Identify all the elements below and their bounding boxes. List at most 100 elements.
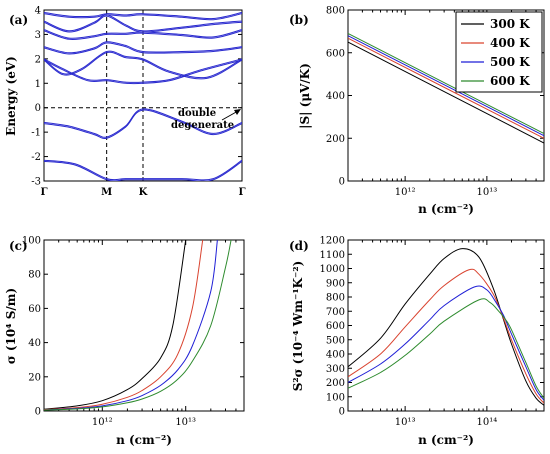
panel-c-xtick-label: 10¹²: [92, 417, 113, 428]
panel-b-xtick-label: 10¹³: [476, 187, 497, 198]
panel-b-ytick-label: 400: [326, 91, 345, 102]
panel-d-ytick-label: 600: [326, 321, 345, 332]
panel-d-ytick-label: 700: [326, 307, 345, 318]
panel-a-band-7-split: [44, 15, 242, 33]
panel-a-annotation-line2: degenerate: [171, 120, 234, 131]
panel-b-legend-label-3: 500 K: [490, 55, 530, 69]
panel-d-ytick-label: 800: [326, 293, 345, 304]
panel-a-ytick-label: 4: [35, 6, 41, 17]
panel-c-plot-area: [43, 239, 245, 412]
panel-a-label: (a): [9, 13, 28, 27]
panel-b-ytick-label: 600: [326, 48, 345, 59]
panel-b-xtick-label: 10¹²: [395, 187, 416, 198]
panel-c-series-1-line: [44, 240, 187, 410]
panel-a-band-6: [44, 29, 242, 39]
panel-b-series-1-line: [348, 41, 544, 144]
panel-b-legend-box: [455, 11, 543, 93]
panel-a-band-5-split: [44, 42, 242, 55]
panel-a-kpoint-label: K: [139, 187, 148, 198]
panel-a-band-structure: -3 -2 -1 0 1 2 3 4 Γ M K Γ (a) Energy (eV) double d…: [4, 6, 246, 199]
panel-b-ytick-label: 200: [326, 134, 345, 145]
panel-d-ytick-label: 100: [326, 392, 345, 403]
panel-d-label: (d): [289, 239, 309, 253]
panel-a-band-2: [44, 108, 242, 138]
panel-c-series-4-line: [44, 240, 232, 411]
panel-d-xtick-label: 10¹³: [395, 417, 416, 428]
panel-c-ytick-label: 60: [28, 304, 41, 315]
panel-d-series-3-line: [348, 285, 544, 401]
panel-a-band-7: [44, 14, 242, 32]
panel-b-seebeck: 0 200 400 600 800 10¹² 10¹³ (b) |S| (μV/K) n (…: [289, 6, 545, 216]
panel-b-legend-label-1: 300 K: [490, 17, 530, 31]
panel-c-ytick-label: 80: [28, 270, 41, 281]
panel-c-ytick-label: 100: [22, 236, 41, 247]
panel-c-ytick-label: 0: [35, 407, 41, 418]
panel-c-conductivity: 0 20 40 60 80 100 10¹² 10¹³ (c) σ (10⁴ S/m) n (…: [4, 236, 245, 447]
panel-d-ytick-label: 200: [326, 378, 345, 389]
panel-a-kpoint-label: M: [101, 187, 112, 198]
panel-c-content: 0 20 40 60 80 100 10¹² 10¹³: [22, 236, 245, 428]
panel-a-band-6-split: [44, 30, 242, 41]
panel-a-band-1: [44, 159, 242, 181]
panel-a-band-5: [44, 41, 242, 54]
panel-d-content: 0 100 200 300 400 500 600 700 800 900 1000 1100 1200…: [320, 236, 545, 428]
panel-b-series-2-line: [348, 37, 544, 139]
panel-d-series-2-line: [348, 268, 544, 404]
panel-c-series-3-line: [44, 240, 218, 411]
panel-a-band-2-split: [44, 109, 242, 139]
panel-d-xtick-label: 10¹⁴: [476, 417, 497, 428]
panel-a-ylabel: Energy (eV): [4, 56, 18, 136]
panel-b-xlabel: n (cm⁻²): [418, 202, 474, 216]
panel-b-legend-label-2: 400 K: [490, 36, 530, 50]
panel-a-annotation-arrowhead: [234, 109, 241, 115]
panel-d-xlabel: n (cm⁻²): [418, 433, 474, 447]
panel-a-content: -3 -2 -1 0 1 2 3 4 Γ M K Γ: [31, 6, 245, 199]
panel-d-ytick-label: 500: [326, 335, 345, 346]
panel-d-ytick-label: 300: [326, 364, 345, 375]
panel-d-ylabel: S²σ (10⁻⁴ Wm⁻¹K⁻²): [291, 261, 305, 392]
panel-b-ylabel: |S| (μV/K): [298, 63, 312, 129]
panel-d-series-4-line: [348, 298, 544, 399]
panel-a-annotation-arrow: [221, 110, 239, 121]
panel-b-series-4-line: [348, 33, 544, 134]
panel-d-ytick-label: 1100: [320, 250, 345, 261]
panel-b-ytick-label: 800: [326, 6, 345, 17]
panel-d-power-factor: 0 100 200 300 400 500 600 700 800 900 1000 1100 1200…: [289, 236, 545, 447]
panel-b-label: (b): [289, 13, 309, 27]
panel-c-xtick-label: 10¹³: [175, 417, 196, 428]
panel-a-ytick-label: 2: [35, 54, 41, 65]
panel-b-content: 0 200 400 600 800 10¹² 10¹³: [326, 6, 545, 198]
panel-d-ytick-label: 400: [326, 350, 345, 361]
panel-a-annotation-line1: double: [178, 108, 216, 119]
panel-c-series-2-line: [44, 240, 204, 411]
panel-a-kpoint-label: Γ: [238, 187, 245, 198]
panel-a-ytick-label: -1: [31, 128, 41, 139]
panel-a-band-1-split: [44, 160, 242, 181]
panel-a-ytick-label: 0: [35, 103, 41, 114]
panel-d-series-1-line: [348, 248, 544, 406]
panel-a-ytick-label: 3: [35, 30, 41, 41]
panel-a-ytick-label: -2: [31, 152, 41, 163]
panel-a-band-3: [44, 58, 242, 83]
panel-b-legend: 300 K 400 K 500 K 600 K: [455, 11, 543, 93]
panel-a-ytick-label: -3: [31, 177, 41, 188]
panel-a-kpoint-label: Γ: [40, 187, 47, 198]
panel-c-ytick-label: 40: [28, 338, 41, 349]
panel-b-ytick-label: 0: [339, 177, 345, 188]
panel-a-band-8: [44, 11, 242, 20]
panel-a-band-8-split: [44, 13, 242, 21]
panel-a-band-4-split: [44, 51, 242, 80]
panel-d-ytick-label: 900: [326, 278, 345, 289]
panel-d-ytick-label: 1200: [320, 236, 345, 247]
panel-a-band-4: [44, 50, 242, 79]
panel-c-ytick-label: 20: [28, 372, 41, 383]
panel-d-plot-area: [347, 239, 545, 412]
panel-b-series-3-line: [348, 35, 544, 137]
panel-a-ytick-label: 1: [35, 79, 41, 90]
panel-c-label: (c): [9, 239, 28, 253]
panel-d-ytick-label: 0: [339, 407, 345, 418]
panel-c-xlabel: n (cm⁻²): [116, 433, 172, 447]
panel-c-ylabel: σ (10⁴ S/m): [4, 288, 18, 364]
panel-b-legend-label-4: 600 K: [490, 74, 530, 88]
